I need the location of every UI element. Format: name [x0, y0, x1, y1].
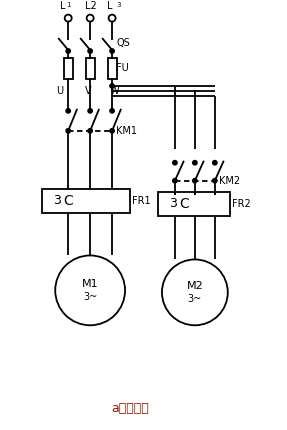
Text: M1: M1	[82, 280, 98, 289]
Circle shape	[110, 84, 114, 88]
Circle shape	[173, 178, 177, 183]
Bar	[108, 58, 117, 79]
Text: KM2: KM2	[219, 176, 240, 186]
Text: 3: 3	[116, 2, 121, 8]
Text: M2: M2	[187, 281, 203, 292]
Circle shape	[162, 259, 228, 325]
Text: a）主电路: a）主电路	[111, 402, 149, 415]
Text: L2: L2	[85, 1, 97, 11]
Bar	[42, 189, 130, 212]
Circle shape	[108, 15, 116, 22]
Circle shape	[66, 109, 70, 113]
Bar	[158, 192, 230, 215]
Text: L: L	[107, 1, 113, 11]
Circle shape	[110, 49, 114, 53]
Circle shape	[87, 15, 94, 22]
Text: C: C	[63, 194, 73, 208]
Text: 3~: 3~	[83, 292, 97, 302]
Text: 3: 3	[53, 194, 61, 207]
Circle shape	[88, 129, 92, 133]
Text: FR2: FR2	[232, 199, 251, 209]
Circle shape	[66, 49, 70, 53]
Text: 3: 3	[169, 197, 177, 210]
Circle shape	[193, 178, 197, 183]
Bar	[86, 58, 95, 79]
Circle shape	[213, 178, 217, 183]
Circle shape	[88, 49, 92, 53]
Circle shape	[110, 129, 114, 133]
Text: 3~: 3~	[188, 295, 202, 304]
Circle shape	[66, 129, 70, 133]
Circle shape	[173, 160, 177, 165]
Text: FU: FU	[116, 64, 129, 74]
Circle shape	[213, 160, 217, 165]
Text: L: L	[60, 1, 66, 11]
Text: KM1: KM1	[116, 126, 137, 136]
Text: FR1: FR1	[132, 196, 151, 206]
Text: U: U	[56, 86, 63, 96]
Circle shape	[110, 109, 114, 113]
Text: V: V	[85, 86, 92, 96]
Bar	[64, 58, 73, 79]
Circle shape	[193, 160, 197, 165]
Text: C: C	[179, 197, 189, 211]
Text: W: W	[110, 86, 120, 96]
Circle shape	[65, 15, 72, 22]
Circle shape	[55, 255, 125, 325]
Text: QS: QS	[116, 38, 130, 48]
Text: 1: 1	[66, 2, 71, 8]
Circle shape	[88, 109, 92, 113]
